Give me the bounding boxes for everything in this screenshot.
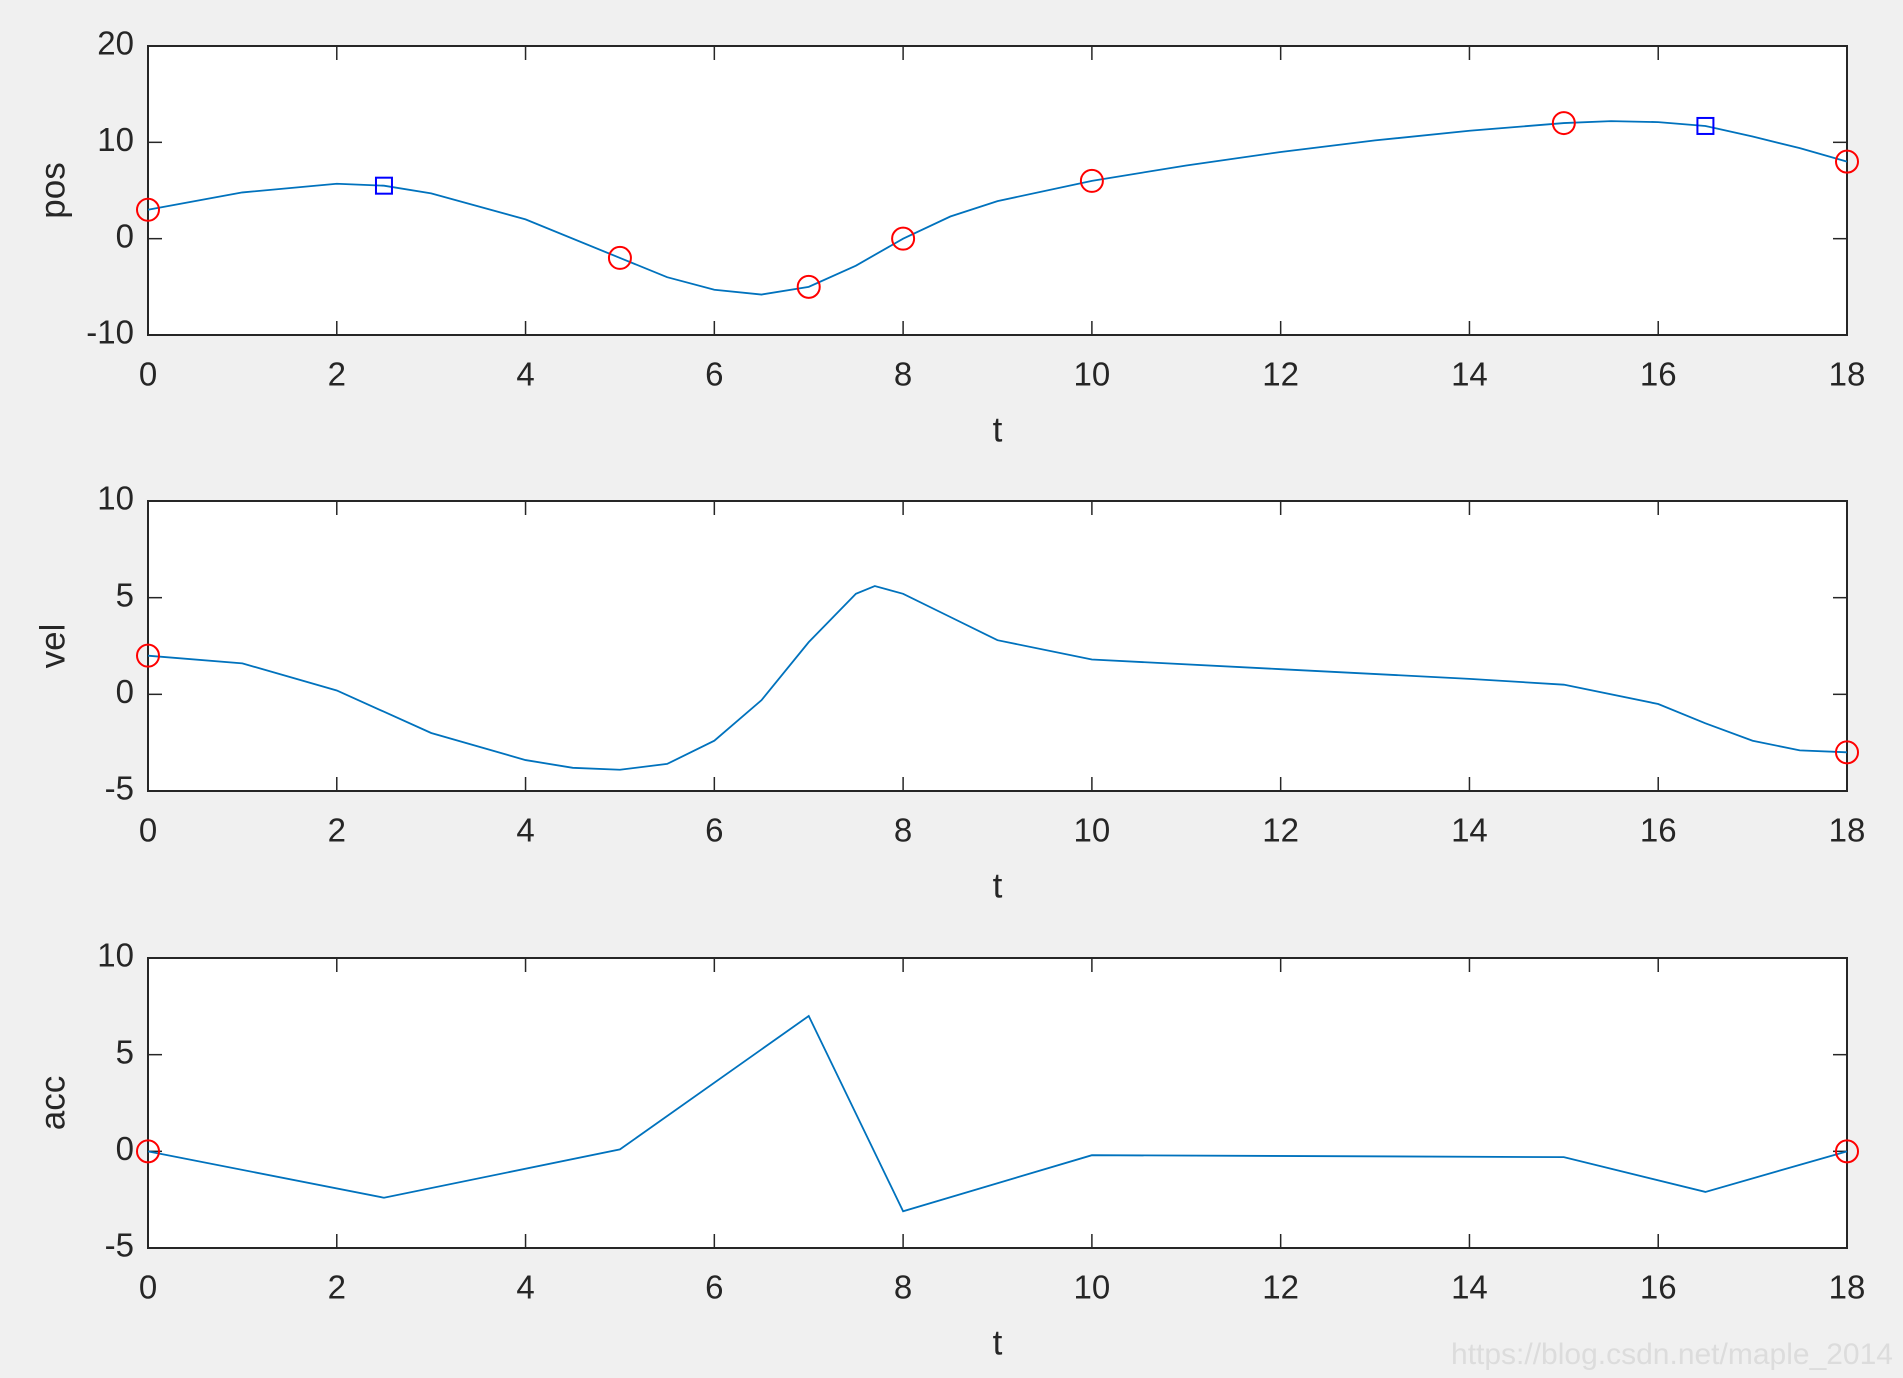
x-axis-label: t bbox=[993, 410, 1003, 449]
x-tick-label: 10 bbox=[1074, 1269, 1111, 1306]
circle-marker bbox=[136, 1139, 160, 1164]
x-tick-label: 14 bbox=[1451, 356, 1488, 393]
x-tick-label: 10 bbox=[1074, 356, 1111, 393]
x-tick-label: 8 bbox=[894, 356, 912, 393]
x-tick-label: 16 bbox=[1640, 356, 1677, 393]
circle-marker bbox=[891, 226, 916, 251]
x-tick-label: 12 bbox=[1262, 356, 1299, 393]
x-tick-label: 18 bbox=[1829, 356, 1866, 393]
y-axis-label: pos bbox=[33, 162, 72, 218]
y-tick-label: 0 bbox=[116, 673, 134, 710]
circle-marker bbox=[1551, 111, 1576, 136]
watermark: https://blog.csdn.net/maple_2014 bbox=[1451, 1338, 1893, 1371]
y-tick-label: 5 bbox=[116, 1033, 134, 1070]
circle-marker bbox=[136, 643, 160, 668]
x-tick-label: 6 bbox=[705, 1269, 723, 1306]
y-tick-label: -5 bbox=[105, 770, 134, 807]
circle-marker bbox=[796, 274, 821, 299]
x-tick-label: 16 bbox=[1640, 812, 1677, 849]
circle-marker bbox=[607, 245, 632, 270]
circle-marker bbox=[1835, 1139, 1859, 1164]
y-tick-label: 10 bbox=[97, 121, 134, 158]
x-tick-label: 8 bbox=[894, 1269, 912, 1306]
x-tick-label: 8 bbox=[894, 812, 912, 849]
x-tick-label: 16 bbox=[1640, 1269, 1677, 1306]
y-tick-label: 0 bbox=[116, 217, 134, 254]
y-axis-label: acc bbox=[33, 1076, 72, 1130]
axes-background bbox=[148, 46, 1847, 335]
x-tick-label: 4 bbox=[516, 812, 534, 849]
x-tick-label: 2 bbox=[328, 812, 346, 849]
x-axis-label: t bbox=[993, 866, 1003, 905]
y-tick-label: -5 bbox=[105, 1227, 134, 1264]
y-tick-label: 10 bbox=[97, 480, 134, 517]
axes-box bbox=[147, 957, 1848, 1249]
x-axis-label: t bbox=[993, 1323, 1003, 1362]
x-tick-label: 6 bbox=[705, 356, 723, 393]
x-tick-label: 6 bbox=[705, 812, 723, 849]
circle-marker bbox=[136, 197, 160, 222]
x-tick-label: 18 bbox=[1829, 812, 1866, 849]
x-tick-label: 4 bbox=[516, 356, 534, 393]
data-line bbox=[147, 120, 1848, 296]
y-axis-label: vel bbox=[33, 624, 72, 669]
x-tick-label: 0 bbox=[139, 356, 157, 393]
x-tick-label: 10 bbox=[1074, 812, 1111, 849]
axes-box bbox=[147, 45, 1848, 336]
y-tick-label: 5 bbox=[116, 576, 134, 613]
x-tick-label: 2 bbox=[328, 1269, 346, 1306]
data-line bbox=[147, 585, 1848, 771]
circle-marker bbox=[1835, 149, 1859, 174]
axes-background bbox=[148, 501, 1847, 791]
y-tick-label: 20 bbox=[97, 25, 134, 62]
x-tick-label: 0 bbox=[139, 1269, 157, 1306]
axes-background bbox=[148, 958, 1847, 1248]
circle-marker bbox=[1835, 740, 1859, 765]
square-marker bbox=[1696, 116, 1715, 135]
square-marker bbox=[374, 176, 393, 195]
x-tick-label: 0 bbox=[139, 812, 157, 849]
axes-box bbox=[147, 500, 1848, 792]
x-tick-label: 14 bbox=[1451, 812, 1488, 849]
circle-marker bbox=[1079, 168, 1104, 193]
x-tick-label: 18 bbox=[1829, 1269, 1866, 1306]
x-tick-label: 4 bbox=[516, 1269, 534, 1306]
x-tick-label: 2 bbox=[328, 356, 346, 393]
y-tick-label: -10 bbox=[86, 314, 134, 351]
x-tick-label: 14 bbox=[1451, 1269, 1488, 1306]
x-tick-label: 12 bbox=[1262, 1269, 1299, 1306]
x-tick-label: 12 bbox=[1262, 812, 1299, 849]
y-tick-label: 0 bbox=[116, 1130, 134, 1167]
y-tick-label: 10 bbox=[97, 937, 134, 974]
data-line bbox=[147, 1014, 1848, 1213]
